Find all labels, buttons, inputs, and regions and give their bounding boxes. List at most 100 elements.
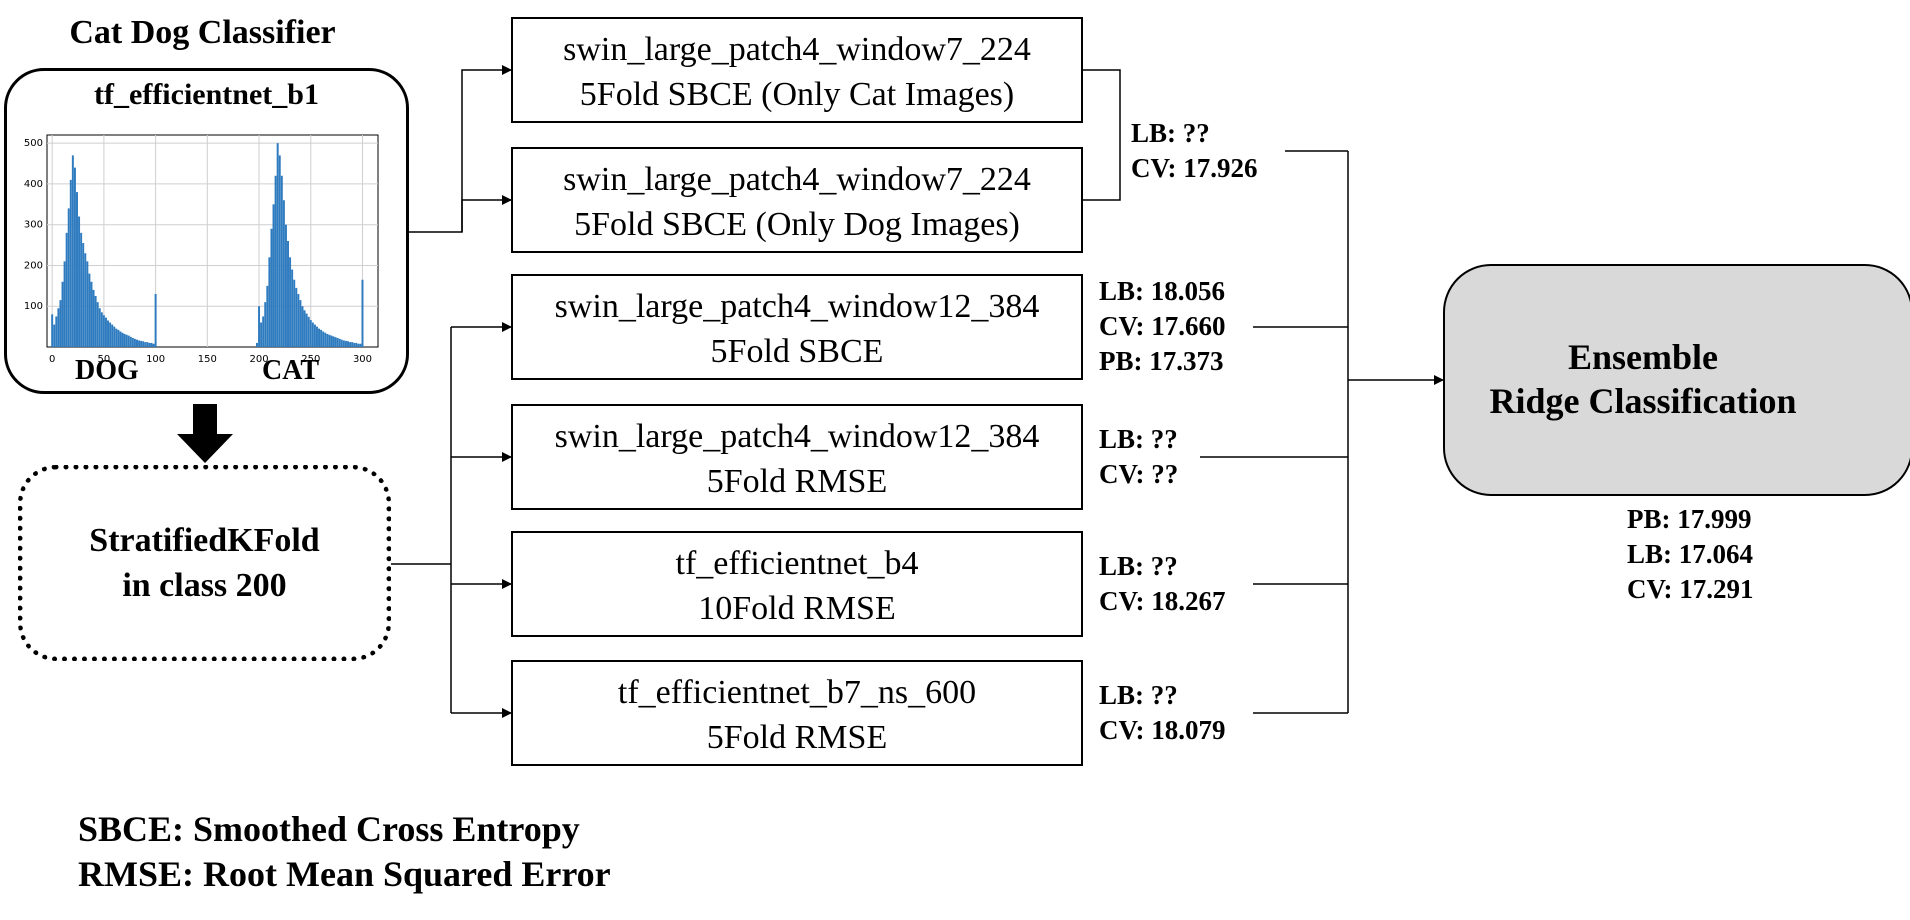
histogram-bar bbox=[280, 175, 283, 347]
histogram-bar bbox=[330, 335, 333, 347]
y-tick-label: 100 bbox=[24, 301, 43, 312]
ensemble-label: Ensemble Ridge Classification bbox=[1443, 335, 1843, 423]
model-name: swin_large_patch4_window12_384 bbox=[554, 288, 1040, 325]
histogram-bar bbox=[344, 340, 347, 347]
model-name: swin_large_patch4_window7_224 bbox=[563, 31, 1031, 68]
down-arrow-icon bbox=[177, 404, 233, 463]
histogram-bar bbox=[59, 300, 62, 347]
score-group-3: LB: ?? CV: ?? bbox=[1099, 422, 1178, 492]
histogram-bar bbox=[287, 241, 289, 347]
score-line: LB: 18.056 bbox=[1099, 276, 1226, 306]
histogram-bar bbox=[359, 343, 362, 347]
histogram-bar bbox=[270, 228, 273, 347]
model-name: tf_efficientnet_b7_ns_600 bbox=[617, 674, 977, 711]
dog-label: DOG bbox=[75, 355, 139, 386]
model-detail: 5Fold RMSE bbox=[706, 463, 888, 500]
histogram-bar bbox=[303, 310, 306, 347]
histogram-bar bbox=[334, 337, 337, 347]
score-line: LB: ?? bbox=[1099, 551, 1178, 581]
histogram-bar bbox=[98, 308, 101, 347]
histogram-bar bbox=[326, 333, 329, 347]
histogram-bar bbox=[351, 342, 354, 347]
histogram-bar bbox=[94, 296, 97, 347]
histogram-bar bbox=[315, 326, 318, 347]
histogram-bar bbox=[65, 232, 68, 347]
histogram-bar bbox=[73, 167, 76, 347]
histogram-bar bbox=[353, 342, 356, 347]
histogram-bar bbox=[301, 306, 304, 347]
ensemble-line-2: Ridge Classification bbox=[1489, 381, 1797, 421]
histogram-bar bbox=[82, 243, 85, 347]
histogram-bar bbox=[67, 208, 70, 347]
model-box-1: swin_large_patch4_window7_224 5Fold SBCE… bbox=[511, 17, 1083, 123]
x-tick-label: 50 bbox=[98, 354, 111, 365]
model-detail: 5Fold SBCE (Only Cat Images) bbox=[579, 76, 1015, 113]
histogram-bar bbox=[111, 324, 114, 347]
model-name: swin_large_patch4_window12_384 bbox=[554, 418, 1040, 455]
x-tick-label: 150 bbox=[198, 354, 217, 365]
histogram-bar bbox=[262, 316, 265, 347]
histogram-bar bbox=[361, 279, 364, 347]
model-name: swin_large_patch4_window7_224 bbox=[563, 161, 1031, 198]
ensemble-score-line: PB: 17.999 bbox=[1627, 504, 1752, 534]
histogram-bar bbox=[78, 216, 81, 347]
histogram-bar bbox=[313, 324, 316, 347]
histogram-bar bbox=[332, 336, 335, 347]
legend-line-sbce: SBCE: Smoothed Cross Entropy bbox=[78, 809, 580, 849]
model-box-4: swin_large_patch4_window12_384 5Fold RMS… bbox=[511, 404, 1083, 510]
histogram-bar bbox=[104, 317, 107, 347]
histogram-bar bbox=[260, 322, 263, 347]
score-line: CV: 18.267 bbox=[1099, 586, 1226, 616]
x-tick-label: 0 bbox=[49, 354, 55, 365]
histogram-bar bbox=[127, 335, 130, 347]
histogram-bar bbox=[131, 338, 134, 347]
histogram-bar bbox=[144, 342, 147, 347]
histogram-bar bbox=[53, 324, 56, 347]
histogram-bar bbox=[125, 334, 128, 347]
plot-area bbox=[46, 134, 379, 348]
score-line: CV: ?? bbox=[1099, 459, 1179, 489]
histogram-bar bbox=[109, 322, 112, 347]
histogram-bar bbox=[136, 339, 138, 347]
score-line: CV: 17.926 bbox=[1131, 153, 1258, 183]
histogram-bar bbox=[305, 313, 308, 347]
histogram-bar bbox=[150, 342, 153, 347]
model-detail: 5Fold SBCE bbox=[710, 333, 884, 370]
model-box-2: swin_large_patch4_window7_224 5Fold SBCE… bbox=[511, 147, 1083, 253]
split-line-1: StratifiedKFold bbox=[89, 522, 320, 559]
histogram-bar bbox=[349, 342, 352, 347]
histogram-bar bbox=[133, 338, 136, 347]
histogram-bar bbox=[100, 312, 103, 347]
x-tick-label: 250 bbox=[301, 354, 320, 365]
histogram-bar bbox=[266, 285, 269, 347]
histogram-bar bbox=[328, 334, 331, 347]
histogram-bar bbox=[278, 155, 281, 347]
legend-line-rmse: RMSE: Root Mean Squared Error bbox=[78, 854, 611, 894]
histogram-bar bbox=[324, 332, 327, 347]
histogram-bar bbox=[340, 339, 343, 347]
histogram-bar bbox=[291, 269, 294, 347]
histogram-bar bbox=[342, 340, 345, 347]
model-detail: 10Fold RMSE bbox=[698, 590, 896, 627]
score-group-4: LB: ?? CV: 18.267 bbox=[1099, 549, 1226, 619]
histogram-bar bbox=[318, 328, 321, 347]
histogram-bar bbox=[320, 329, 323, 347]
histogram-bar bbox=[289, 257, 292, 347]
model-box-3: swin_large_patch4_window12_384 5Fold SBC… bbox=[511, 274, 1083, 380]
y-tick-label: 200 bbox=[24, 260, 43, 271]
histogram-bar bbox=[92, 289, 95, 347]
cat-label: CAT bbox=[262, 355, 320, 386]
legend: SBCE: Smoothed Cross Entropy RMSE: Root … bbox=[78, 807, 611, 897]
score-line: CV: 18.079 bbox=[1099, 715, 1226, 745]
histogram-bar bbox=[138, 340, 141, 347]
split-line-2: in class 200 bbox=[122, 567, 287, 604]
score-line: LB: ?? bbox=[1099, 680, 1178, 710]
histogram-bar bbox=[113, 326, 116, 347]
histogram-bar bbox=[347, 341, 349, 347]
histogram-bar bbox=[84, 253, 87, 347]
histogram-bar bbox=[63, 261, 66, 347]
histogram-bar bbox=[268, 257, 271, 347]
histogram-bar bbox=[293, 279, 296, 347]
score-line: LB: ?? bbox=[1099, 424, 1178, 454]
